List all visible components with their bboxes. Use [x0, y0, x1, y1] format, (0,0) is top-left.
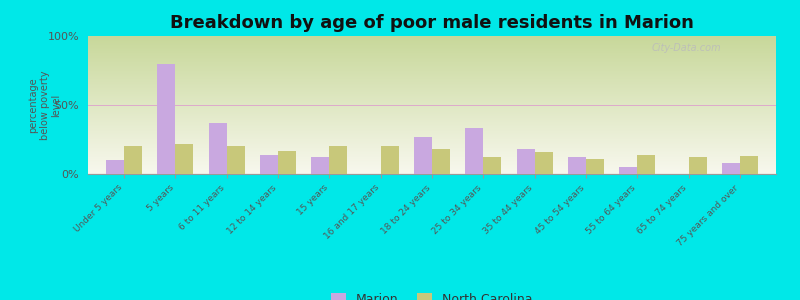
Bar	[722, 163, 740, 174]
Bar	[466, 128, 483, 174]
Y-axis label: percentage
below poverty
level: percentage below poverty level	[28, 70, 61, 140]
Bar	[175, 144, 194, 174]
Title: Breakdown by age of poor male residents in Marion: Breakdown by age of poor male residents …	[170, 14, 694, 32]
Bar	[106, 160, 124, 174]
Bar	[534, 152, 553, 174]
Bar	[124, 146, 142, 174]
Bar	[740, 156, 758, 174]
Bar	[278, 151, 296, 174]
Bar	[158, 64, 175, 174]
Bar	[586, 159, 604, 174]
Bar	[432, 149, 450, 174]
Bar	[226, 146, 245, 174]
Bar	[381, 146, 398, 174]
Bar	[568, 158, 586, 174]
Legend: Marion, North Carolina: Marion, North Carolina	[326, 288, 538, 300]
Text: City-Data.com: City-Data.com	[652, 43, 722, 53]
Bar	[260, 155, 278, 174]
Bar	[689, 158, 706, 174]
Bar	[638, 155, 655, 174]
Bar	[619, 167, 638, 174]
Bar	[330, 146, 347, 174]
Bar	[414, 137, 432, 174]
Bar	[517, 149, 534, 174]
Bar	[209, 123, 226, 174]
Bar	[483, 158, 502, 174]
Bar	[311, 158, 330, 174]
